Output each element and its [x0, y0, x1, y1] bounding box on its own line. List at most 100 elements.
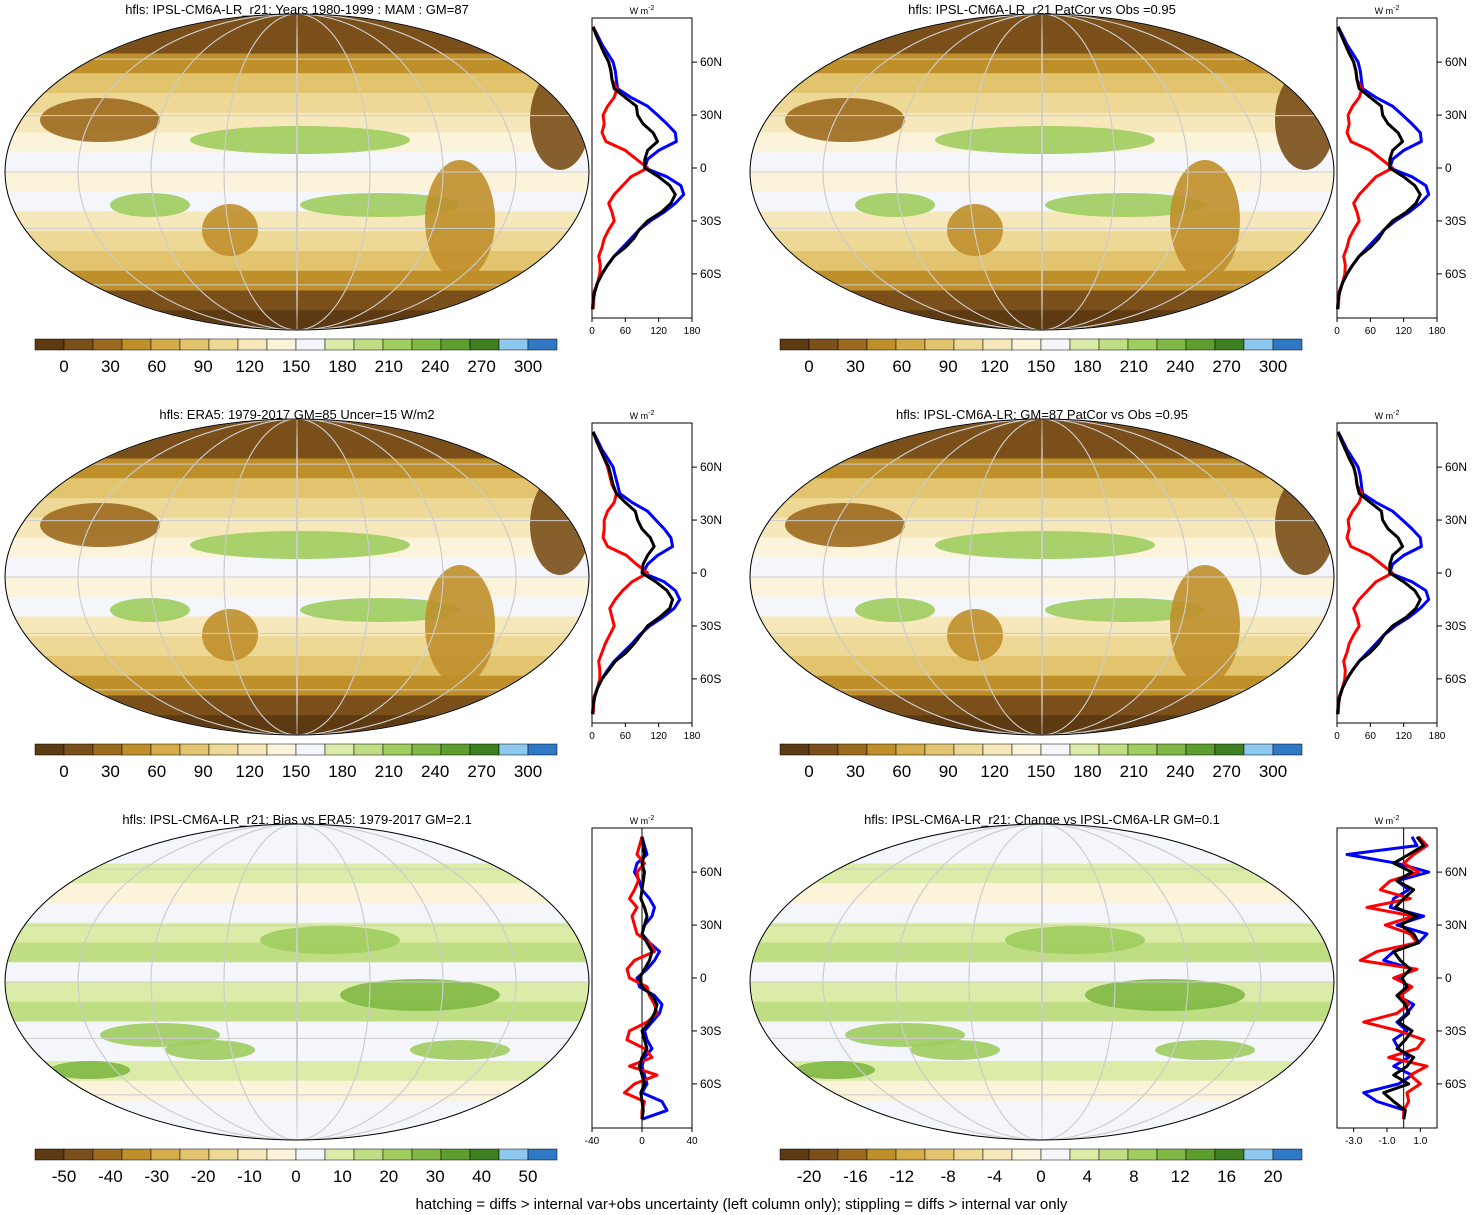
profile-x-tick-label: 1.0 — [1413, 1136, 1427, 1147]
colorbar-swatch — [895, 743, 926, 756]
colorbar: 0 30 60 90 120 150 180 210 240 270 300 — [34, 743, 558, 781]
colorbar-tick-label: -4 — [987, 1167, 1002, 1186]
colorbar-tick-label: 8 — [1129, 1167, 1138, 1186]
colorbar-tick-label: -12 — [890, 1167, 915, 1186]
colorbar-swatch — [411, 1148, 442, 1161]
profile-x-tick-label: -40 — [585, 1136, 600, 1147]
colorbar-swatch — [469, 743, 500, 756]
colorbar-swatch — [808, 743, 839, 756]
map-field — [5, 419, 589, 735]
panel-reference-model: hfls: IPSL-CM6A-LR: GM=87 PatCor vs Obs … — [745, 405, 1483, 805]
colorbar-swatch — [498, 1148, 529, 1161]
profile-x-tick-label: 180 — [684, 731, 701, 742]
colorbar-swatch — [150, 743, 181, 756]
colorbar-tick-label: 30 — [101, 762, 120, 781]
colorbar-tick-label: 90 — [194, 357, 213, 376]
map-blob — [855, 598, 935, 622]
colorbar-swatch — [63, 338, 94, 351]
colorbar-swatch — [1185, 1148, 1216, 1161]
colorbar-swatch — [866, 338, 897, 351]
colorbar-tick-label: 210 — [375, 762, 403, 781]
colorbar-tick-label: 60 — [147, 762, 166, 781]
colorbar-swatch — [34, 743, 65, 756]
colorbar-swatch — [324, 1148, 355, 1161]
colorbar-tick-label: 50 — [519, 1167, 538, 1186]
profile-units-exp: -2 — [648, 410, 654, 417]
colorbar-swatch — [1127, 743, 1158, 756]
zonal-mean-profile: W m-2 60N 30N 0 30S 60S 0 60 120 180 — [589, 5, 722, 337]
colorbar-swatch — [837, 1148, 868, 1161]
map-blob — [1170, 160, 1240, 280]
colorbar-swatch — [837, 338, 868, 351]
map-blob — [1085, 979, 1245, 1011]
panel-svg: hfls: IPSL-CM6A-LR_r21: Change vs IPSL-C… — [749, 812, 1467, 1186]
lat-tick-label: 0 — [1445, 161, 1452, 175]
colorbar-swatch — [121, 338, 152, 351]
colorbar-tick-label: 30 — [101, 357, 120, 376]
colorbar-swatch — [779, 1148, 810, 1161]
colorbar-swatch — [527, 1148, 558, 1161]
map-blob — [340, 979, 500, 1011]
colorbar-tick-label: -50 — [52, 1167, 77, 1186]
map-blob — [1275, 70, 1334, 170]
colorbar-swatch — [1214, 1148, 1245, 1161]
colorbar-swatch — [924, 743, 955, 756]
colorbar-swatch — [1069, 1148, 1100, 1161]
colorbar-tick-label: 40 — [472, 1167, 491, 1186]
colorbar-tick-label: 150 — [282, 357, 310, 376]
colorbar-tick-label: 120 — [235, 762, 263, 781]
colorbar-tick-label: 300 — [1259, 357, 1287, 376]
panel-title: hfls: ERA5: 1979-2017 GM=85 Uncer=15 W/m… — [159, 407, 434, 422]
profile-line-red — [1358, 835, 1429, 1120]
profile-x-tick-label: 120 — [650, 326, 667, 337]
colorbar-swatch — [1156, 1148, 1187, 1161]
colorbar: -20 -16 -12 -8 -4 0 4 8 12 16 20 — [779, 1148, 1303, 1186]
lat-tick-label: 30N — [1445, 918, 1467, 932]
colorbar-swatch — [982, 338, 1013, 351]
zonal-mean-profile: W m-2 60N 30N 0 30S 60S 0 60 120 180 — [1334, 5, 1467, 337]
colorbar-tick-label: 150 — [1027, 762, 1055, 781]
colorbar-swatch — [1040, 338, 1071, 351]
colorbar-swatch — [953, 338, 984, 351]
colorbar-tick-label: 30 — [846, 762, 865, 781]
map-blob — [1275, 475, 1334, 575]
colorbar-swatch — [1214, 338, 1245, 351]
map-border — [4, 13, 590, 331]
map-blob — [40, 98, 160, 142]
colorbar-tick-label: 60 — [147, 357, 166, 376]
colorbar-swatch — [527, 743, 558, 756]
colorbar-swatch — [953, 1148, 984, 1161]
footnote: hatching = diffs > internal var+obs unce… — [415, 1196, 1068, 1213]
profile-line-red — [623, 836, 659, 1120]
colorbar-tick-label: 270 — [1212, 357, 1240, 376]
profile-x-tick-label: 120 — [650, 731, 667, 742]
colorbar-swatch — [208, 743, 239, 756]
colorbar-swatch — [295, 338, 326, 351]
profile-line-black — [591, 431, 675, 715]
colorbar-swatch — [808, 338, 839, 351]
colorbar: 0 30 60 90 120 150 180 210 240 270 300 — [779, 743, 1303, 781]
map-blob — [785, 503, 905, 547]
panel-title: hfls: IPSL-CM6A-LR: GM=87 PatCor vs Obs … — [896, 407, 1188, 422]
colorbar-swatch — [1011, 338, 1042, 351]
profile-x-tick-label: 0 — [1334, 731, 1340, 742]
colorbar: 0 30 60 90 120 150 180 210 240 270 300 — [779, 338, 1303, 376]
profile-units: W m-2 — [630, 5, 655, 16]
colorbar-swatch — [440, 1148, 471, 1161]
colorbar-swatch — [179, 743, 210, 756]
map-blob — [202, 609, 258, 661]
colorbar-tick-label: -8 — [941, 1167, 956, 1186]
colorbar-tick-label: 240 — [421, 357, 449, 376]
lat-tick-label: 60N — [700, 460, 722, 474]
colorbar-swatch — [1098, 338, 1129, 351]
lat-tick-label: 30S — [1445, 1024, 1466, 1038]
colorbar-swatch — [266, 1148, 297, 1161]
panel-svg: hfls: IPSL-CM6A-LR_r21: Years 1980-1999 … — [4, 2, 722, 376]
colorbar-tick-label: 150 — [1027, 357, 1055, 376]
colorbar-swatch — [1011, 1148, 1042, 1161]
zonal-mean-profile: W m-2 60N 30N 0 30S 60S -40 0 40 — [585, 815, 722, 1147]
colorbar-swatch — [982, 1148, 1013, 1161]
map-blob — [530, 70, 589, 170]
map-blob — [1045, 598, 1205, 622]
profile-units: W m-2 — [1375, 5, 1400, 16]
